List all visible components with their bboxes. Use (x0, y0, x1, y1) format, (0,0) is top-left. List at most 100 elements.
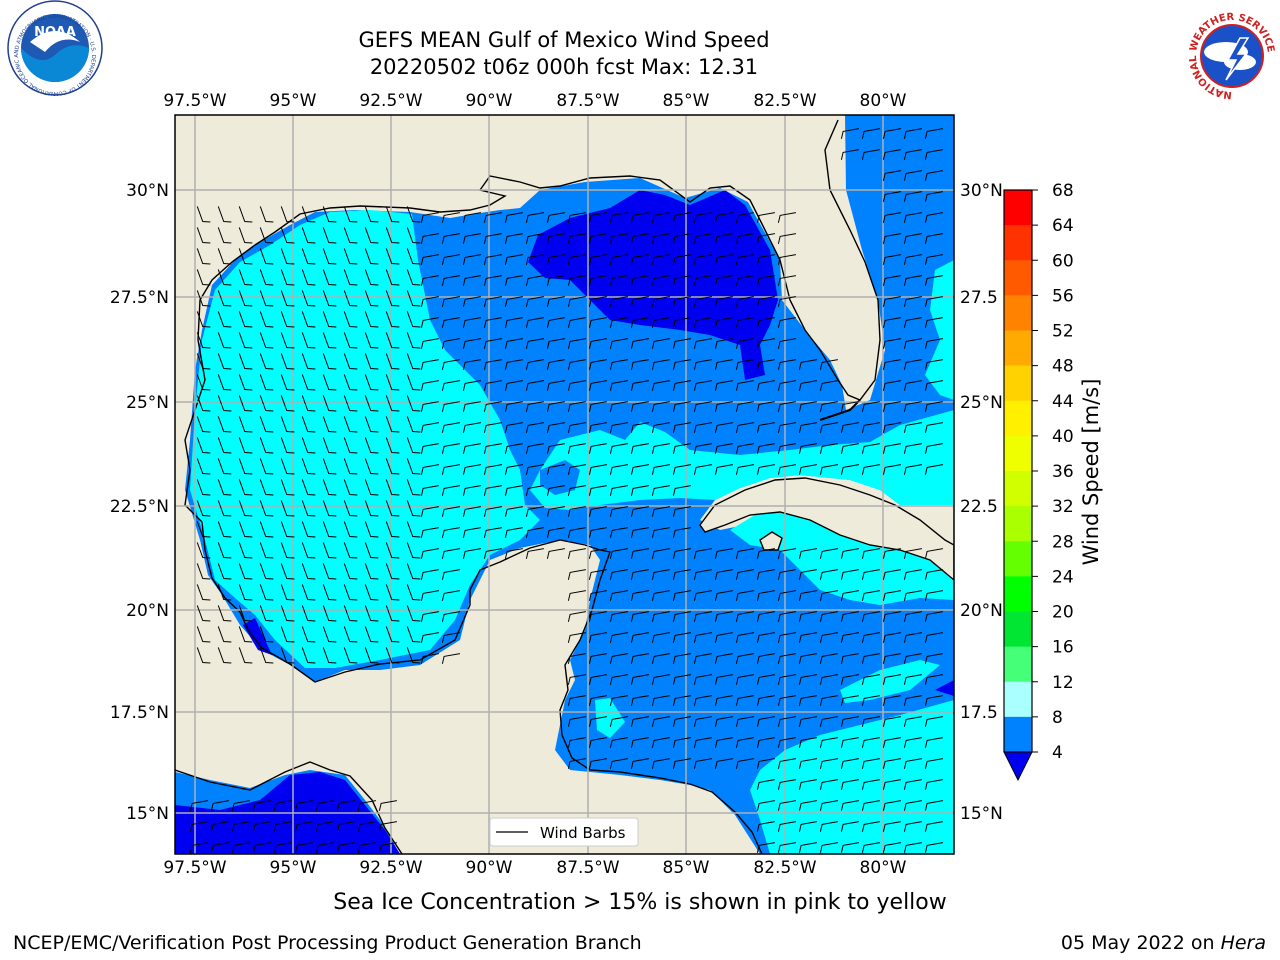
wind-barb (903, 275, 922, 286)
lon-label-bottom: 97.5°W (163, 858, 226, 878)
wind-barb (672, 359, 691, 370)
wind-barb (672, 611, 691, 622)
wind-barb (259, 605, 274, 622)
wind-barb (924, 611, 943, 622)
wind-barb (588, 359, 607, 370)
wind-barb (609, 338, 628, 349)
wind-barb (693, 443, 712, 454)
wind-barb (714, 233, 733, 244)
lon-label-bottom: 82.5°W (753, 858, 816, 878)
wind-barb (280, 374, 295, 391)
wind-barb (196, 542, 211, 559)
colorbar-tick-label: 52 (1052, 322, 1074, 342)
wind-barb (840, 149, 859, 160)
wind-barb (861, 149, 880, 160)
wind-barb (280, 605, 295, 622)
wind-barb (301, 353, 316, 370)
colorbar-segment (1004, 365, 1032, 402)
wind-barb (651, 359, 670, 370)
wind-barb (651, 464, 670, 475)
wind-barb (714, 548, 733, 559)
wind-barb (861, 590, 880, 601)
wind-barb (777, 590, 796, 601)
wind-barb (441, 296, 460, 307)
wind-barb (651, 716, 670, 727)
wind-barb (364, 626, 379, 643)
wind-barb (756, 338, 775, 349)
wind-barb (756, 779, 775, 790)
wind-barb (588, 296, 607, 307)
wind-barb (217, 521, 232, 538)
wind-barb (756, 254, 775, 265)
colorbar: 68 64 60 56 52 48 44 40 36 32 28 24 20 16 12 8 4 (1003, 181, 1074, 782)
wind-barb (588, 737, 607, 748)
wind-barb (840, 569, 859, 580)
wind-barb (735, 275, 754, 286)
wind-barb (756, 380, 775, 391)
chart-subtitle: 20220502 t06z 000h fcst Max: 12.31 (369, 55, 759, 79)
wind-barb (735, 338, 754, 349)
wind-barb (336, 800, 355, 811)
wind-barb (882, 695, 901, 706)
wind-barb (609, 464, 628, 475)
wind-barb (238, 290, 253, 307)
wind-barb (756, 611, 775, 622)
wind-barb (756, 569, 775, 580)
gulf-coast (184, 119, 881, 523)
wind-barb (252, 821, 271, 832)
wind-barb (441, 338, 460, 349)
wind-barb (588, 317, 607, 328)
wind-barb (777, 317, 796, 328)
wind-barb (693, 674, 712, 685)
wind-barb (301, 311, 316, 328)
colorbar-tick-label: 60 (1052, 251, 1074, 271)
wind-barb (189, 821, 208, 832)
wind-barb (714, 296, 733, 307)
wind-barb (322, 248, 337, 265)
wind-barb (238, 458, 253, 475)
wind-barb (364, 269, 379, 286)
wind-barb (756, 422, 775, 433)
wind-barb (406, 521, 421, 538)
wind-barb (651, 422, 670, 433)
wind-barb (525, 527, 544, 538)
wind-barb (217, 290, 232, 307)
wind-barb (301, 206, 316, 223)
wind-barb (238, 227, 253, 244)
wind-barb (588, 506, 607, 517)
wind-barb (406, 479, 421, 496)
wind-barb (343, 647, 358, 664)
wind-barb (322, 269, 337, 286)
wind-barb (819, 464, 838, 475)
wind-barb (609, 422, 628, 433)
wind-barb (301, 248, 316, 265)
wind-barb (924, 821, 943, 832)
wind-barb (238, 248, 253, 265)
wind-barb (322, 647, 337, 664)
wind-barb (756, 674, 775, 685)
wind-barb (343, 374, 358, 391)
wind-barb (420, 338, 439, 349)
wind-barb (693, 611, 712, 622)
wind-barb (322, 395, 337, 412)
wind-barb (882, 233, 901, 244)
wind-barb (819, 443, 838, 454)
wind-barb (378, 821, 397, 832)
lat-label-left: 30°N (126, 181, 169, 201)
wind-barb (364, 311, 379, 328)
wind-barb (385, 332, 400, 349)
wind-barb (441, 275, 460, 286)
wind-barb (315, 821, 334, 832)
wind-barb (798, 821, 817, 832)
wind-barb (756, 737, 775, 748)
wind-barb (238, 437, 253, 454)
wind-barb (672, 737, 691, 748)
wind-barb (406, 395, 421, 412)
wind-barb (189, 800, 208, 811)
wind-barb (588, 380, 607, 391)
wind-barb (924, 758, 943, 769)
wind-barb (672, 275, 691, 286)
wind-barb (301, 542, 316, 559)
wind-barb (882, 590, 901, 601)
wind-barb (546, 317, 565, 328)
